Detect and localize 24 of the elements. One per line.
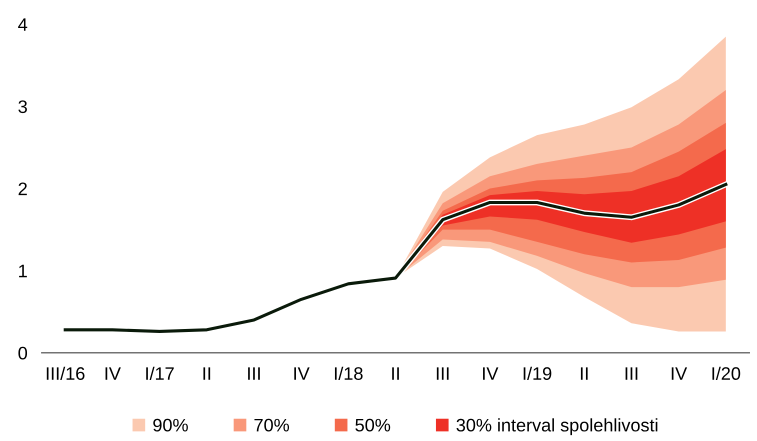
x-tick-label: I/17 [146,366,174,380]
legend-label: 50% [355,418,390,432]
y-tick-label: 4 [18,18,28,31]
x-tick-label: III [626,367,638,380]
y-tick-label: 1 [19,264,27,278]
x-tick-label: II [392,367,399,380]
x-tick-label: I/19 [524,366,552,380]
x-tick-label: IV [483,367,498,380]
y-tick-label: 3 [18,100,27,114]
x-tick-label: III/16 [46,366,85,380]
y-tick-label: 2 [18,182,27,196]
x-tick-label: I/18 [334,366,363,380]
x-tick-label: IV [672,367,688,380]
legend-label: 30% interval spolehlivosti [456,418,658,436]
x-tick-label: IV [106,367,121,380]
x-tick-label: II [203,367,210,380]
legend-label: 70% [254,418,290,432]
x-tick-label: I/20 [712,366,740,380]
legend-label: 90% [153,418,188,432]
x-tick-label: III [248,367,260,380]
x-tick-label: II [580,367,588,380]
y-tick-label: 0 [18,346,28,360]
x-tick-label: III [436,367,449,380]
x-tick-label: IV [294,367,310,380]
